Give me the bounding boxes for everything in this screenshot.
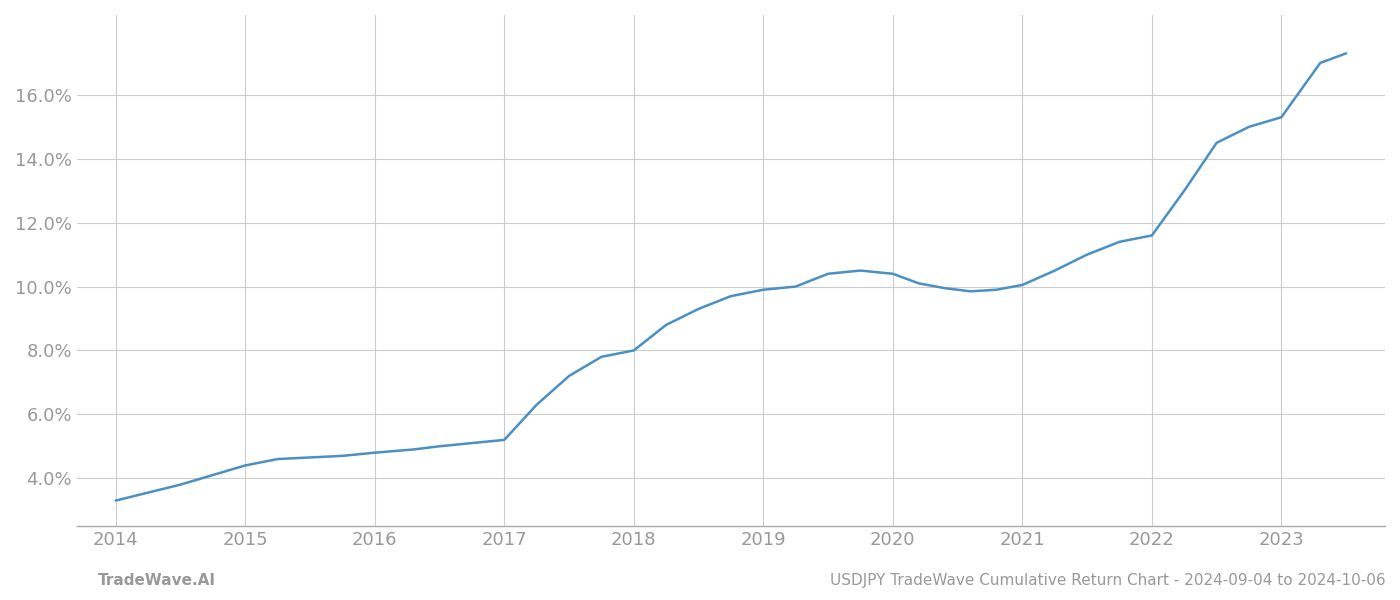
Text: TradeWave.AI: TradeWave.AI (98, 573, 216, 588)
Text: USDJPY TradeWave Cumulative Return Chart - 2024-09-04 to 2024-10-06: USDJPY TradeWave Cumulative Return Chart… (830, 573, 1386, 588)
